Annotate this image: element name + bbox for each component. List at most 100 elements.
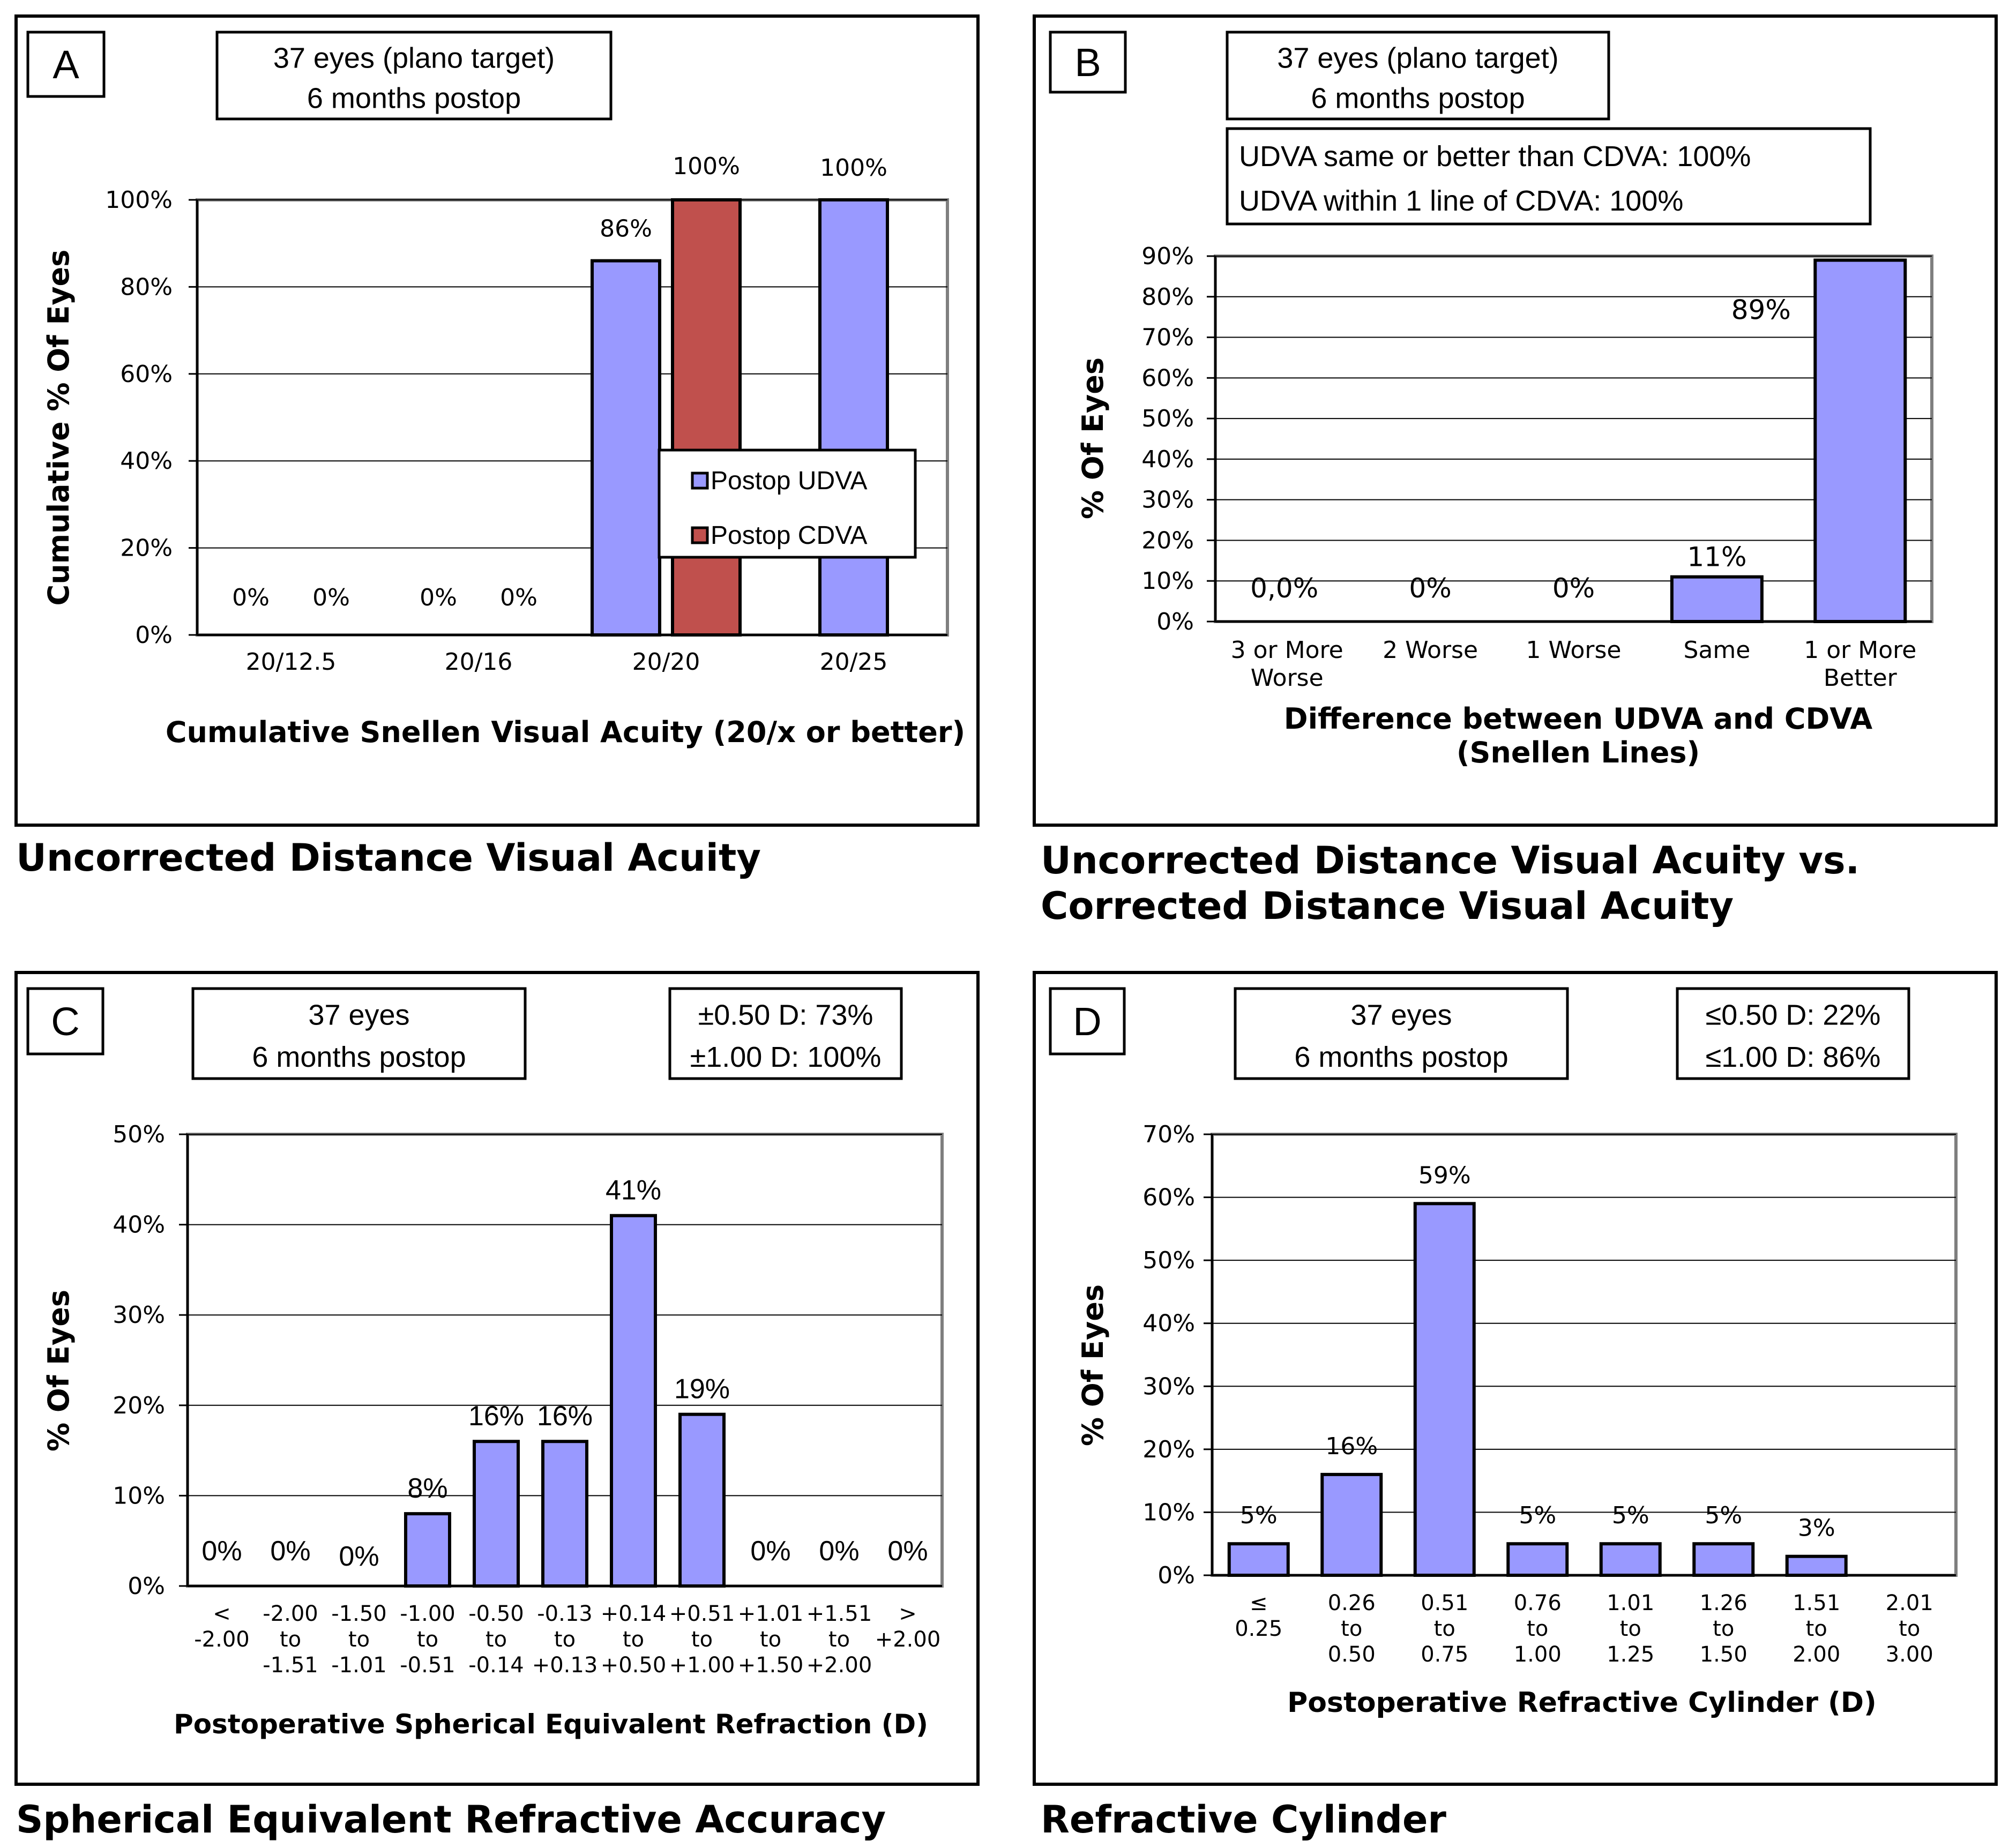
summary-box: ±0.50 D: 73% ±1.00 D: 100% bbox=[668, 987, 903, 1080]
x-tick-label: +0.14 bbox=[601, 1602, 667, 1626]
y-tick-label: 50% bbox=[1142, 1247, 1195, 1274]
panel-d: D 37 eyes 6 months postop ≤0.50 D: 22% ≤1.00… bbox=[1033, 971, 1998, 1842]
x-tick-label: +0.50 bbox=[601, 1653, 667, 1678]
data-label: 41% bbox=[606, 1175, 661, 1206]
panel-caption: Spherical Equivalent Refractive Accuracy bbox=[16, 1798, 886, 1842]
x-tick-label: 1 Worse bbox=[1526, 637, 1622, 664]
info-box-line: 37 eyes bbox=[1350, 999, 1452, 1031]
x-axis-title: Postoperative Refractive Cylinder (D) bbox=[1287, 1687, 1877, 1719]
plot-frame bbox=[1214, 255, 1933, 623]
plot-area: 0%10%20%30%40%50%0% 0% 0%8%16% 16%41%19%0% 0… bbox=[113, 1121, 944, 1678]
x-tick-label: -2.00 bbox=[194, 1627, 250, 1652]
panel-letter-box bbox=[26, 987, 104, 1056]
x-tick-label: 0.26 bbox=[1328, 1591, 1376, 1615]
x-tick-label: 1.50 bbox=[1700, 1642, 1747, 1667]
data-label-udva: 0% bbox=[232, 584, 270, 611]
data-label: 11% bbox=[1687, 542, 1746, 573]
x-tick-label: 1.51 bbox=[1793, 1591, 1840, 1615]
x-tick-label: -2.00 bbox=[263, 1602, 318, 1626]
info-box-line: 6 months postop bbox=[1311, 83, 1525, 115]
panel-caption: Uncorrected Distance Visual Acuity bbox=[16, 836, 761, 880]
x-tick-label: 2 Worse bbox=[1383, 637, 1478, 664]
x-tick-label: to bbox=[1341, 1617, 1362, 1641]
bar-udva bbox=[678, 1412, 726, 1588]
panel-letter-box bbox=[26, 31, 106, 98]
x-tick-label: +2.00 bbox=[806, 1653, 872, 1678]
panel-caption: Refractive Cylinder bbox=[1041, 1798, 1446, 1842]
panel-letter-text: A bbox=[53, 42, 79, 87]
x-tick-label: to bbox=[417, 1627, 438, 1652]
x-tick-label: 3 or More bbox=[1231, 637, 1343, 664]
x-tick-label: 1.00 bbox=[1514, 1642, 1562, 1667]
x-tick-label: to bbox=[691, 1627, 713, 1652]
panel-c: C 37 eyes 6 months postop ±0.50 D: 73% ±1.00… bbox=[14, 971, 980, 1842]
info-box: 37 eyes (plano target) 6 months postop bbox=[1226, 31, 1610, 121]
x-tick-label: Better bbox=[1824, 664, 1898, 692]
y-tick-label: 20% bbox=[1141, 527, 1194, 554]
bar-udva bbox=[1599, 1542, 1662, 1577]
y-tick-label: 20% bbox=[113, 1392, 165, 1419]
panel-letter-box bbox=[1049, 987, 1126, 1056]
bar-cdva bbox=[671, 198, 742, 637]
y-tick-label: 20% bbox=[120, 535, 173, 562]
x-tick-label: to bbox=[280, 1627, 301, 1652]
data-label: 3% bbox=[1798, 1515, 1835, 1542]
summary-box-line: UDVA same or better than CDVA: 100% bbox=[1239, 140, 1751, 173]
info-box-line: 6 months postop bbox=[252, 1041, 466, 1073]
data-label: 0% bbox=[270, 1536, 310, 1567]
y-axis-title: Cumulative % Of Eyes bbox=[42, 250, 76, 606]
y-tick-label: 0% bbox=[1156, 608, 1194, 635]
y-tick-label: 70% bbox=[1142, 1121, 1195, 1148]
x-tick-label: -1.50 bbox=[331, 1602, 387, 1626]
panel-caption: Corrected Distance Visual Acuity bbox=[1041, 884, 1734, 928]
info-box-line: 37 eyes bbox=[308, 999, 409, 1031]
x-tick-label: 3.00 bbox=[1886, 1642, 1933, 1667]
data-label: 8% bbox=[407, 1473, 447, 1504]
x-tick-label: 2.00 bbox=[1793, 1642, 1840, 1667]
y-tick-label: 30% bbox=[1141, 487, 1194, 514]
data-label-udva: 86% bbox=[600, 215, 652, 243]
plot-area: 0% 20% 40% 60% 80% 100% 0% 0% 0% 0% 86% 100% 100% 20/… bbox=[105, 153, 949, 676]
x-tick-label: 20/25 bbox=[820, 648, 888, 676]
y-tick-label: 0% bbox=[1157, 1562, 1195, 1589]
legend-swatch-cdva bbox=[691, 526, 709, 544]
x-tick-label: -0.13 bbox=[537, 1602, 593, 1626]
y-tick-label: 30% bbox=[1142, 1373, 1195, 1400]
y-tick-label: 10% bbox=[1142, 1499, 1195, 1526]
y-tick-label: 40% bbox=[1141, 446, 1194, 473]
x-tick-label: -0.51 bbox=[400, 1653, 455, 1678]
x-tick-label: to bbox=[554, 1627, 576, 1652]
y-tick-label: 100% bbox=[105, 186, 173, 214]
data-label: 0% bbox=[1409, 573, 1451, 604]
x-tick-label: < bbox=[213, 1602, 231, 1626]
y-tick-label: 10% bbox=[113, 1482, 165, 1509]
panel-letter: B bbox=[1049, 31, 1127, 94]
data-label-udva: 0% bbox=[420, 584, 457, 611]
bar-udva bbox=[1670, 575, 1764, 623]
y-tick-label: 40% bbox=[120, 447, 173, 475]
x-tick-label: 0.51 bbox=[1421, 1591, 1468, 1615]
info-box-border bbox=[1226, 31, 1610, 121]
data-label: 59% bbox=[1418, 1162, 1471, 1189]
bar-udva bbox=[404, 1512, 451, 1588]
panel-letter-box bbox=[1049, 31, 1127, 94]
bar-udva bbox=[818, 198, 889, 637]
summary-box-border bbox=[1676, 987, 1910, 1080]
info-box-line: 37 eyes (plano target) bbox=[273, 42, 555, 74]
legend-label: Postop CDVA bbox=[711, 521, 868, 550]
x-tick-label: 1 or More bbox=[1804, 637, 1916, 664]
data-label: 0% bbox=[887, 1536, 928, 1567]
bars: 0% 0% 0% 8% 16% 16% 41% 19% 0% 0% 0% bbox=[201, 1175, 928, 1588]
info-box: 37 eyes 6 months postop bbox=[191, 987, 527, 1080]
summary-box-line: ±1.00 D: 100% bbox=[690, 1041, 882, 1073]
legend: Postop UDVA Postop CDVA bbox=[658, 448, 917, 559]
panel-caption: Uncorrected Distance Visual Acuity vs. bbox=[1041, 839, 1859, 882]
data-label: 0% bbox=[1552, 573, 1595, 604]
data-label: 5% bbox=[1240, 1502, 1278, 1529]
bar-udva bbox=[591, 259, 661, 637]
x-tick-label: 20/20 bbox=[632, 648, 700, 676]
summary-box-line: ≤1.00 D: 86% bbox=[1706, 1041, 1881, 1073]
legend-label: Postop UDVA bbox=[711, 467, 868, 495]
y-tick-label: 0% bbox=[135, 622, 173, 649]
data-label-cdva: 0% bbox=[312, 584, 350, 611]
